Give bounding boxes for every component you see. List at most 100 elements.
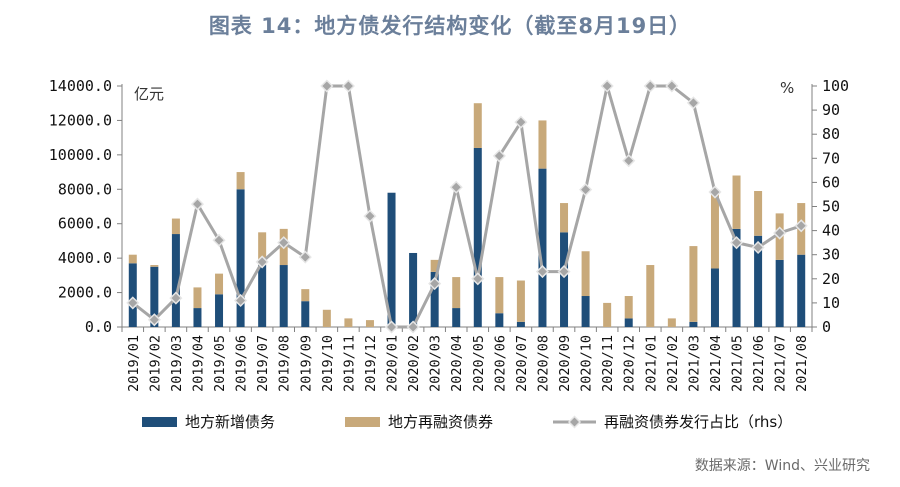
ratio-point (234, 293, 248, 308)
x-tick-label: 2021/04 (708, 335, 724, 392)
ratio-point (169, 291, 183, 305)
bar-refinancing (689, 246, 698, 322)
legend-swatch-new-debt (142, 417, 177, 427)
bar-new-debt (624, 318, 633, 327)
bar-refinancing (495, 277, 504, 314)
bar-refinancing (322, 309, 331, 327)
y-right-tick-label: 30 (822, 246, 840, 264)
ratio-point (686, 96, 700, 110)
bar-new-debt (797, 254, 806, 327)
ratio-point (600, 79, 614, 93)
y-left-unit: 亿元 (134, 85, 164, 103)
bar-new-debt (193, 308, 202, 327)
bar-refinancing (365, 320, 374, 327)
ratio-point (341, 79, 355, 93)
y-left-tick-label: 0.0 (85, 318, 112, 336)
y-left-tick-label: 6000.0 (58, 215, 112, 233)
x-tick-label: 2021/03 (686, 335, 702, 392)
bar-new-debt (732, 228, 741, 327)
bar-new-debt (171, 234, 180, 327)
bar-refinancing (301, 289, 310, 302)
x-tick-label: 2019/04 (190, 335, 206, 392)
ratio-point (147, 313, 161, 327)
y-right-tick-label: 100 (822, 77, 849, 95)
bars-new-debt (128, 147, 806, 327)
ratio-point (535, 265, 550, 279)
bar-new-debt (538, 168, 547, 327)
bar-new-debt (754, 235, 763, 327)
x-tick-label: 2020/11 (600, 335, 616, 392)
bar-refinancing (646, 265, 655, 327)
x-tick-label: 2020/02 (406, 335, 422, 392)
y-left-tick-label: 4000.0 (58, 249, 112, 267)
ratio-point (622, 154, 636, 168)
bar-new-debt (387, 192, 396, 327)
bar-new-debt (710, 268, 719, 327)
legend: 地方新增债务 地方再融资债券 再融资债券发行占比（rhs） (142, 413, 792, 431)
ratio-point (277, 236, 291, 250)
bar-new-debt (452, 308, 461, 327)
y-right-tick-label: 0 (822, 318, 831, 336)
ratio-point (190, 197, 205, 211)
bar-refinancing (128, 254, 137, 264)
x-tick-label: 2020/03 (428, 335, 444, 392)
x-tick-label: 2020/09 (557, 335, 573, 392)
bar-new-debt (516, 321, 525, 327)
source-note: 数据来源：Wind、兴业研究 (694, 458, 870, 474)
ratio-point (255, 255, 269, 269)
x-tick-label: 2019/02 (147, 335, 163, 392)
x-tick-label: 2019/09 (298, 335, 314, 392)
chart-title: 图表 14：地方债发行结构变化（截至8月19日） (208, 14, 692, 38)
bar-refinancing (473, 103, 482, 148)
ratio-point (449, 180, 463, 194)
ratio-point (471, 272, 485, 286)
ratio-point (363, 209, 377, 223)
y-left-tick-label: 10000.0 (49, 146, 112, 164)
bar-new-debt (473, 147, 482, 327)
bar-refinancing (516, 280, 525, 322)
ratio-point (126, 296, 140, 310)
x-tick-label: 2019/06 (234, 335, 250, 392)
y-right-tick-label: 70 (822, 149, 840, 167)
x-tick-label: 2019/12 (363, 335, 379, 392)
ratio-point (492, 149, 506, 163)
ratio-point (298, 250, 312, 264)
x-tick-label: 2019/08 (277, 335, 293, 392)
bar-new-debt (430, 271, 439, 327)
x-tick-label: 2021/01 (643, 335, 659, 392)
bar-refinancing (667, 318, 676, 327)
bar-new-debt (409, 252, 418, 327)
bar-new-debt (215, 294, 224, 327)
legend-marker-ratio (567, 415, 582, 429)
x-tick-label: 2020/07 (514, 335, 530, 392)
ratio-line (126, 79, 808, 334)
x-tick-label: 2020/05 (471, 335, 487, 392)
bar-refinancing (538, 120, 547, 169)
y-right-tick-label: 10 (822, 294, 840, 312)
bar-refinancing (258, 232, 267, 266)
y-left-tick-label: 2000.0 (58, 284, 112, 302)
bars-refinancing (128, 103, 806, 327)
ratio-point (514, 115, 528, 129)
x-tick-label: 2019/03 (169, 335, 185, 392)
bar-new-debt (775, 259, 784, 327)
bar-refinancing (171, 218, 180, 235)
y-right-tick-label: 90 (822, 101, 840, 119)
bar-refinancing (732, 175, 741, 229)
bar-refinancing (430, 259, 439, 272)
ratio-point (773, 226, 787, 240)
axes: 0.0 2000.0 4000.0 6000.0 8000.0 10000.0 12000.… (49, 77, 849, 336)
x-tick-label: 2020/01 (385, 335, 401, 392)
bar-new-debt (279, 265, 288, 327)
legend-label-ratio: 再融资债券发行占比（rhs） (604, 413, 792, 431)
bar-new-debt (560, 232, 569, 327)
ratio-point (320, 79, 334, 93)
bar-refinancing (560, 203, 569, 233)
y-left-tick-label: 14000.0 (49, 77, 112, 95)
bar-refinancing (452, 277, 461, 309)
x-tick-label: 2021/08 (794, 335, 810, 392)
bar-refinancing (193, 287, 202, 309)
ratio-line-path (131, 84, 802, 329)
x-tick-label: 2020/04 (449, 335, 465, 392)
